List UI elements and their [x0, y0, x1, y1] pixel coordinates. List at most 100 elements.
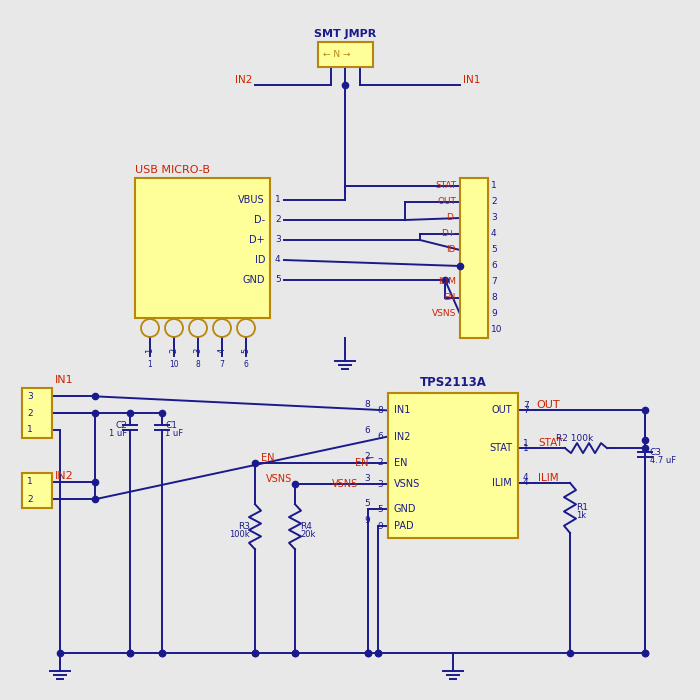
- Text: D+: D+: [249, 235, 265, 245]
- Text: SMT JMPR: SMT JMPR: [314, 29, 377, 39]
- Text: IN2: IN2: [394, 431, 410, 442]
- Text: 10: 10: [169, 360, 178, 369]
- Text: 8: 8: [491, 293, 497, 302]
- Text: 2: 2: [275, 216, 281, 225]
- Text: 3: 3: [27, 392, 33, 401]
- Text: 4.7 uF: 4.7 uF: [650, 456, 676, 465]
- Text: OUT: OUT: [437, 197, 456, 206]
- Text: IN2: IN2: [234, 75, 252, 85]
- Text: 9: 9: [364, 516, 370, 525]
- Text: C2: C2: [115, 421, 127, 430]
- Text: 6: 6: [491, 262, 497, 270]
- Text: 9: 9: [491, 309, 497, 318]
- Text: C1: C1: [165, 421, 177, 430]
- Text: 7: 7: [523, 406, 528, 415]
- Text: 1: 1: [146, 347, 155, 353]
- Text: OUT: OUT: [536, 400, 559, 410]
- Text: 3: 3: [193, 347, 202, 353]
- Text: 1: 1: [27, 425, 33, 434]
- Text: R3: R3: [238, 522, 250, 531]
- Text: D-: D-: [446, 214, 456, 223]
- Text: 3: 3: [377, 480, 383, 489]
- Text: 4: 4: [491, 230, 496, 239]
- Text: R2 100k: R2 100k: [556, 433, 594, 442]
- Text: IN1: IN1: [394, 405, 410, 415]
- Text: 7: 7: [523, 401, 528, 410]
- Text: 5: 5: [364, 498, 370, 508]
- Text: 4: 4: [523, 473, 528, 482]
- Text: OUT: OUT: [491, 405, 512, 415]
- Bar: [22, 473, 52, 508]
- Text: STAT: STAT: [435, 181, 456, 190]
- Bar: [318, 42, 373, 67]
- Text: EN: EN: [444, 293, 456, 302]
- Text: 2: 2: [27, 495, 33, 504]
- Text: 1: 1: [27, 477, 33, 486]
- Text: USB MICRO-B: USB MICRO-B: [135, 165, 210, 175]
- Text: 8: 8: [195, 360, 200, 369]
- Text: 8: 8: [377, 406, 383, 415]
- Text: R1: R1: [576, 503, 588, 512]
- Text: 6: 6: [244, 360, 248, 369]
- Text: EN: EN: [394, 458, 407, 468]
- Text: 6: 6: [377, 432, 383, 441]
- Text: 5: 5: [275, 276, 281, 284]
- Text: D+: D+: [442, 230, 456, 239]
- Text: C3: C3: [650, 448, 662, 457]
- Bar: [388, 393, 518, 538]
- Text: 2: 2: [365, 452, 370, 461]
- Text: 1: 1: [523, 439, 528, 447]
- Text: VSNS: VSNS: [332, 480, 358, 489]
- Text: STAT: STAT: [538, 438, 563, 448]
- Text: ILIM: ILIM: [538, 473, 559, 483]
- Text: EN: EN: [262, 453, 275, 463]
- Text: 8: 8: [364, 400, 370, 409]
- Text: 20k: 20k: [300, 530, 316, 539]
- Text: 7: 7: [220, 360, 225, 369]
- Text: VSNS: VSNS: [266, 475, 292, 484]
- Text: IN1: IN1: [463, 75, 480, 85]
- Text: VBUS: VBUS: [239, 195, 265, 205]
- Bar: [135, 178, 270, 318]
- Text: TPS2113A: TPS2113A: [419, 377, 486, 389]
- Text: 100k: 100k: [230, 530, 250, 539]
- Text: 2: 2: [27, 409, 33, 417]
- Text: VSNS: VSNS: [394, 480, 420, 489]
- Text: STAT: STAT: [489, 443, 512, 453]
- Text: 1 uF: 1 uF: [165, 428, 183, 438]
- Text: 2: 2: [491, 197, 496, 206]
- Text: GND: GND: [242, 275, 265, 285]
- Text: R4: R4: [300, 522, 312, 531]
- Text: 7: 7: [491, 277, 497, 286]
- Text: 1: 1: [275, 195, 281, 204]
- Text: ILIM: ILIM: [438, 277, 456, 286]
- Text: 1 uF: 1 uF: [109, 428, 127, 438]
- Text: PAD: PAD: [394, 522, 414, 531]
- Text: 1: 1: [491, 181, 497, 190]
- Text: ID: ID: [447, 246, 456, 255]
- Text: IN1: IN1: [55, 375, 74, 385]
- Text: GND: GND: [394, 504, 416, 514]
- Text: D-: D-: [254, 215, 265, 225]
- Text: 5: 5: [377, 505, 383, 514]
- Text: 4: 4: [275, 256, 281, 265]
- Text: 1: 1: [523, 444, 528, 453]
- Text: ILIM: ILIM: [492, 478, 512, 488]
- Text: 4: 4: [523, 478, 528, 487]
- Text: 5: 5: [491, 246, 497, 255]
- Text: 5: 5: [241, 347, 251, 353]
- Text: ← N →: ← N →: [323, 50, 351, 59]
- Text: ID: ID: [255, 255, 265, 265]
- Text: 3: 3: [491, 214, 497, 223]
- Text: 10: 10: [491, 326, 503, 335]
- Text: 9: 9: [377, 522, 383, 531]
- Text: 3: 3: [364, 474, 370, 483]
- Text: 4: 4: [218, 347, 227, 353]
- Text: 2: 2: [377, 458, 383, 467]
- Bar: [460, 178, 488, 338]
- Text: 1: 1: [148, 360, 153, 369]
- Bar: [22, 388, 52, 438]
- Text: 1k: 1k: [576, 512, 586, 520]
- Text: 2: 2: [169, 347, 178, 353]
- Text: VSNS: VSNS: [432, 309, 456, 318]
